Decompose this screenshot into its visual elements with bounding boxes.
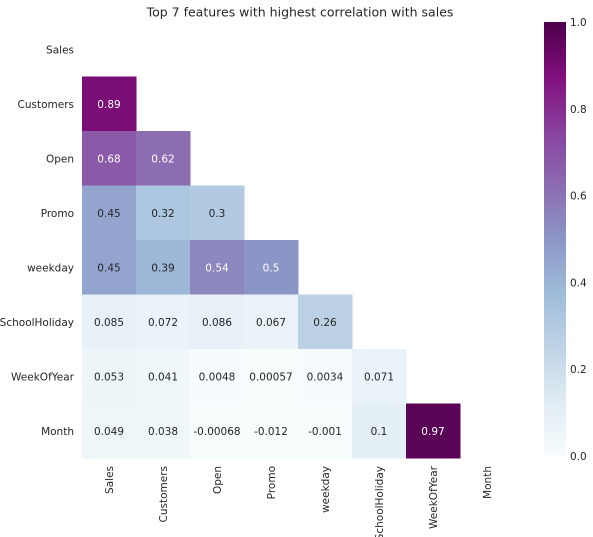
heatmap-cell-WeekOfYear-Promo [244,349,299,404]
x-tick-label: Promo [266,466,278,499]
heatmap-cell-Open-Customers [136,131,191,186]
heatmap-cell-Promo-Open [190,185,245,241]
heatmap-cell-WeekOfYear-weekday [298,349,353,404]
heatmap-cell-Open-Sales [82,131,137,186]
heatmap-cells [82,76,461,459]
cell-value-label: 0.00057 [249,371,292,383]
heatmap-cell-Month-Sales [82,403,137,459]
heatmap-cell-Customers-Sales [82,76,137,132]
colorbar: 0.0 0.2 0.4 0.6 0.8 1.0 [544,17,587,463]
heatmap-cell-Month-weekday [298,403,353,459]
heatmap-cell-WeekOfYear-SchoolHoliday [352,349,407,404]
y-tick-label: WeekOfYear [11,371,75,383]
heatmap-cell-SchoolHoliday-Promo [244,294,299,350]
colorbar-tick-label: 0.8 [570,104,587,116]
cell-value-label: 0.62 [151,153,174,165]
colorbar-tick-label: 0.2 [570,364,587,376]
y-tick-label: Promo [41,208,74,220]
cell-value-label: 0.45 [97,208,120,220]
y-tick-label: weekday [27,262,74,274]
cell-value-label: 0.5 [263,262,280,274]
cell-value-label: 0.26 [313,317,337,329]
heatmap-cell-Promo-Sales [82,185,137,241]
cell-value-label: 0.1 [371,426,388,438]
x-tick-label: Customers [158,466,170,522]
heatmap-cell-WeekOfYear-Sales [82,349,137,404]
heatmap-cell-weekday-Sales [82,240,137,295]
cell-value-label: 0.041 [148,371,178,383]
heatmap-cell-weekday-Customers [136,240,191,295]
heatmap-cell-Month-Customers [136,403,191,459]
cell-value-label: -0.001 [308,426,342,438]
y-tick-label: Customers [18,99,74,111]
cell-value-label: 0.067 [256,317,286,329]
cell-value-label: -0.00068 [193,426,240,438]
cell-value-label: -0.012 [254,426,288,438]
cell-value-label: 0.053 [94,371,124,383]
x-tick-label: Sales [104,466,116,494]
y-tick-label: SchoolHoliday [0,317,74,329]
heatmap-cell-Month-SchoolHoliday [352,403,407,459]
colorbar-tick-label: 0.0 [570,451,587,463]
cell-value-label: 0.0048 [199,371,236,383]
heatmap-cell-weekday-Promo [244,240,299,295]
cell-value-label: 0.39 [151,262,174,274]
cell-value-label: 0.45 [97,262,120,274]
y-tick-label: Month [41,426,74,438]
x-axis-tick-labels: Sales Customers Open Promo weekday SchoolHoli… [104,465,494,537]
cell-value-label: 0.32 [151,208,174,220]
heatmap-cell-WeekOfYear-Customers [136,349,191,404]
x-tick-label: WeekOfYear [428,465,440,529]
cell-value-label: 0.072 [148,317,178,329]
heatmap-cell-weekday-Open [190,240,245,295]
heatmap-cell-labels: 0.89 0.68 0.62 0.45 0.32 0.3 0.45 0.39 0.54 0.5 0.… [94,99,445,438]
x-tick-label: SchoolHoliday [374,466,386,537]
heatmap-cell-SchoolHoliday-Customers [136,294,191,350]
colorbar-tick-label: 1.0 [570,17,587,29]
y-tick-label: Sales [46,44,74,56]
heatmap-cell-SchoolHoliday-weekday [298,294,353,350]
y-axis-tick-labels: Sales Customers Open Promo weekday SchoolHoli… [0,44,75,438]
heatmap-cell-SchoolHoliday-Open [190,294,245,350]
x-tick-label: Month [482,466,494,499]
heatmap-cell-Month-Promo [244,403,299,459]
cell-value-label: 0.68 [97,153,120,165]
heatmap-cell-Promo-Customers [136,185,191,241]
heatmap-cell-WeekOfYear-Open [190,349,245,404]
heatmap-cell-Month-WeekOfYear [406,403,461,459]
cell-value-label: 0.049 [94,426,124,438]
cell-value-label: 0.085 [94,317,124,329]
cell-value-label: 0.54 [205,262,229,274]
x-tick-label: weekday [320,466,332,513]
cell-value-label: 0.0034 [307,371,344,383]
x-tick-label: Open [212,466,224,494]
heatmap-cell-Month-Open [190,403,245,459]
cell-value-label: 0.89 [97,99,120,111]
cell-value-label: 0.97 [421,426,444,438]
cell-value-label: 0.038 [148,426,178,438]
y-tick-label: Open [46,153,74,165]
colorbar-tick-label: 0.4 [570,277,587,289]
colorbar-tick-label: 0.6 [570,191,587,203]
chart-title: Top 7 features with highest correlation … [146,5,454,20]
cell-value-label: 0.071 [364,371,394,383]
cell-value-label: 0.086 [202,317,232,329]
cell-value-label: 0.3 [209,208,226,220]
colorbar-gradient [544,22,566,456]
heatmap-cell-SchoolHoliday-Sales [82,294,137,350]
